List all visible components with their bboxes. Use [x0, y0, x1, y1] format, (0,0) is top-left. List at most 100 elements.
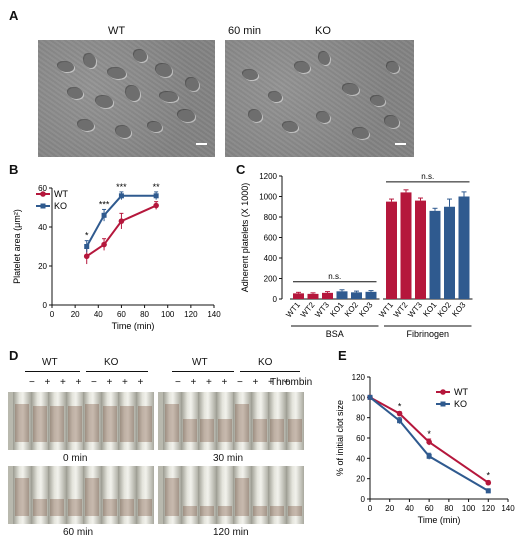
category-label: WT1	[377, 300, 395, 319]
thrombin-plus-sign: +	[190, 377, 197, 388]
y-tick-label: 60	[356, 434, 365, 443]
significance-marker: ***	[99, 199, 110, 209]
clot	[32, 406, 47, 442]
clot	[137, 499, 152, 516]
series-line-ko	[85, 194, 157, 247]
legend-marker-ko	[440, 401, 446, 407]
panel-letter-a: A	[9, 8, 19, 23]
significance-marker: *	[487, 471, 491, 481]
thrombin-plus-sign: +	[283, 377, 290, 388]
category-label: WT2	[299, 300, 317, 319]
y-axis-label: Platelet area (μm²)	[12, 209, 22, 284]
test-tube	[215, 466, 234, 524]
clot	[165, 404, 179, 442]
x-tick-label: 20	[71, 310, 80, 319]
category-label: KO1	[421, 300, 439, 318]
test-tube	[198, 392, 216, 450]
data-point-ko	[397, 418, 403, 424]
x-tick-label: 40	[405, 504, 414, 513]
data-point-ko	[101, 212, 107, 218]
bar-fibrinogen-ko1	[429, 210, 441, 299]
data-point-wt	[118, 218, 125, 224]
photo-time-label: 0 min	[63, 453, 88, 464]
clot-photo	[158, 392, 304, 450]
test-tube	[65, 466, 84, 524]
thrombin-plus-sign: +	[75, 377, 82, 388]
legend-label-ko: KO	[54, 201, 67, 211]
clot	[50, 499, 64, 516]
clot	[235, 404, 249, 442]
significance-marker: **	[153, 182, 161, 192]
bar-bsa-wt3	[322, 292, 333, 299]
clot	[200, 418, 214, 442]
panel-letter-e: E	[338, 348, 347, 363]
bar-bsa-wt2	[307, 293, 319, 299]
test-tube	[13, 392, 31, 450]
clot	[217, 418, 232, 442]
test-tube	[268, 466, 286, 524]
series-line-ko	[369, 396, 489, 492]
clot	[15, 478, 29, 516]
test-tube	[118, 392, 136, 450]
data-point-wt	[396, 410, 403, 417]
thrombin-label: Thrombin	[270, 377, 313, 388]
x-tick-label: 80	[444, 504, 453, 513]
wt-platelet-micrograph	[38, 40, 215, 157]
y-tick-label: 20	[356, 475, 365, 484]
clot	[32, 499, 47, 516]
y-tick-label: 40	[356, 454, 365, 463]
bar-fibrinogen-wt2	[400, 192, 412, 299]
photo-time-label: 120 min	[213, 527, 249, 538]
test-tube	[83, 392, 101, 450]
data-point-wt	[485, 479, 492, 486]
bar-fibrinogen-wt1	[386, 201, 397, 299]
y-tick-label: 0	[361, 495, 366, 504]
category-label: KO3	[450, 300, 468, 318]
d-top-left-wt-label: WT	[42, 357, 58, 368]
clot	[50, 406, 64, 442]
thrombin-minus-sign: −	[29, 377, 35, 388]
legend-marker-ko	[40, 203, 46, 209]
panel-letter-c: C	[236, 162, 246, 177]
clot-photo	[158, 466, 304, 524]
y-tick-label: 100	[352, 393, 366, 402]
test-tube	[48, 392, 66, 450]
clot-photo	[8, 466, 154, 524]
legend-label-wt: WT	[454, 387, 468, 397]
thrombin-plus-sign: +	[221, 377, 228, 388]
data-point-wt	[426, 439, 432, 445]
clot-photo	[8, 392, 154, 450]
clot	[165, 478, 179, 516]
ko-platelet-micrograph	[225, 40, 414, 157]
x-tick-label: 120	[184, 310, 198, 319]
y-tick-label: 800	[264, 213, 278, 222]
clot	[120, 406, 134, 442]
clot	[287, 505, 302, 516]
x-tick-label: 60	[425, 504, 434, 513]
x-tick-label: 140	[501, 504, 515, 513]
bar-bsa-ko1	[336, 291, 348, 299]
test-tube	[180, 466, 199, 524]
clot	[67, 499, 82, 516]
x-tick-label: 0	[368, 504, 373, 513]
series-line-wt	[86, 204, 157, 258]
x-tick-label: 60	[117, 310, 126, 319]
bar-fibrinogen-ko3	[458, 196, 470, 299]
test-tube	[83, 466, 101, 524]
category-label: WT2	[392, 300, 410, 319]
significance-marker: *	[398, 402, 402, 412]
group-label-fibrinogen: Fibrinogen	[406, 329, 449, 339]
y-tick-label: 0	[43, 301, 48, 310]
data-point-wt	[153, 202, 159, 209]
clot	[287, 418, 302, 442]
y-tick-label: 600	[264, 234, 278, 243]
y-tick-label: 1000	[259, 193, 277, 202]
clot	[217, 505, 232, 516]
x-tick-label: 0	[50, 310, 55, 319]
test-tube	[180, 392, 199, 450]
y-tick-label: 40	[38, 223, 47, 232]
y-tick-label: 20	[38, 262, 47, 271]
clot-size-chart: 0 20 40 60 80 100 120 140 0 20 40 60 80 100 120 Time (m…	[335, 373, 515, 525]
x-axis-label: Time (min)	[112, 321, 155, 331]
data-point-ko	[84, 244, 90, 249]
